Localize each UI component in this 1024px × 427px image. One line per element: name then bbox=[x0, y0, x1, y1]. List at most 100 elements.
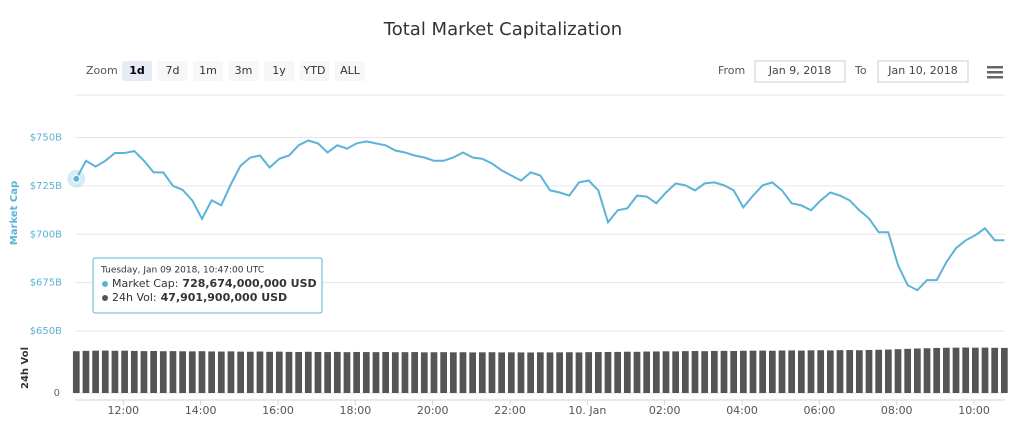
range-button[interactable] bbox=[264, 61, 294, 81]
volume-bar bbox=[585, 352, 593, 393]
range-button[interactable] bbox=[193, 61, 223, 81]
volume-bar bbox=[343, 352, 351, 393]
volume-bar bbox=[188, 351, 196, 393]
from-input[interactable] bbox=[754, 60, 846, 83]
volume-bar bbox=[652, 351, 660, 393]
volume-bar bbox=[227, 351, 235, 393]
range-button-label[interactable]: YTD bbox=[303, 64, 326, 77]
menu-bar[interactable] bbox=[987, 76, 1003, 79]
y-tick-label: $725B bbox=[30, 181, 62, 192]
volume-bar bbox=[208, 351, 215, 393]
volume-bar bbox=[198, 351, 206, 393]
volume-bar bbox=[430, 352, 438, 393]
tooltip-dot bbox=[102, 295, 108, 301]
volume-bar bbox=[246, 351, 254, 393]
volume-bar bbox=[527, 352, 535, 393]
volume-bar bbox=[101, 350, 109, 393]
volume-bar bbox=[681, 351, 689, 393]
x-tick-label: 12:00 bbox=[107, 404, 139, 417]
tooltip-item: Market Cap: 728,674,000,000 USD bbox=[112, 277, 317, 290]
range-button[interactable] bbox=[157, 61, 188, 81]
range-button[interactable] bbox=[299, 61, 330, 81]
volume-bar bbox=[159, 351, 167, 393]
range-button[interactable] bbox=[122, 61, 152, 81]
y-tick-label: $700B bbox=[30, 229, 62, 240]
volume-bar bbox=[662, 351, 670, 393]
volume-bar bbox=[420, 352, 428, 393]
range-button-label[interactable]: 7d bbox=[166, 64, 180, 77]
menu-bar[interactable] bbox=[987, 71, 1003, 74]
volume-bar bbox=[507, 352, 515, 393]
volume-bar bbox=[324, 352, 331, 393]
volume-bar bbox=[730, 351, 738, 393]
volume-bar bbox=[266, 351, 273, 393]
volume-bar bbox=[488, 352, 496, 393]
from-date[interactable]: Jan 9, 2018 bbox=[768, 64, 831, 77]
range-button[interactable] bbox=[335, 61, 365, 81]
range-button-label[interactable]: 1y bbox=[272, 64, 286, 77]
volume-bar bbox=[952, 347, 960, 393]
tooltip-value: 47,901,900,000 USD bbox=[161, 291, 288, 304]
volume-bar bbox=[865, 349, 873, 393]
volume-bar bbox=[836, 350, 844, 393]
volume-bar bbox=[643, 351, 651, 393]
volume-bar bbox=[942, 347, 950, 393]
volume-bar bbox=[440, 352, 448, 393]
menu-button[interactable] bbox=[987, 66, 1003, 79]
range-button-label[interactable]: 1d bbox=[129, 64, 145, 77]
volume-bar bbox=[353, 351, 360, 393]
x-tick-label: 02:00 bbox=[649, 404, 681, 417]
volume-bar bbox=[720, 350, 728, 393]
volume-bar bbox=[314, 351, 322, 393]
x-tick-label: 06:00 bbox=[804, 404, 836, 417]
volume-bar bbox=[846, 350, 854, 393]
y-tick-label: $675B bbox=[30, 278, 62, 289]
to-label: To bbox=[854, 64, 867, 77]
menu-bar[interactable] bbox=[987, 66, 1003, 69]
volume-bar bbox=[594, 352, 602, 393]
volume-bar bbox=[411, 352, 419, 393]
tooltip-label: Market Cap: bbox=[112, 277, 178, 290]
volume-bar bbox=[546, 352, 554, 393]
y2-tick-label: 0 bbox=[54, 388, 60, 399]
volume-bar bbox=[179, 351, 186, 393]
volume-bar bbox=[971, 347, 979, 393]
volume-bar bbox=[710, 350, 718, 393]
volume-bar bbox=[536, 352, 544, 393]
volume-bar bbox=[855, 350, 863, 393]
volume-bar bbox=[797, 350, 805, 393]
volume-bar bbox=[991, 347, 999, 393]
volume-bar bbox=[614, 351, 622, 393]
volume-bar bbox=[150, 351, 157, 393]
volume-bar bbox=[962, 347, 970, 393]
volume-bar bbox=[923, 348, 931, 393]
y-axis-title: Market Cap bbox=[9, 181, 20, 245]
volume-bar bbox=[623, 351, 631, 393]
line bbox=[75, 139, 1005, 292]
y2-axis-title: 24h Vol bbox=[20, 347, 31, 389]
x-tick-label: 08:00 bbox=[881, 404, 913, 417]
x-tick-label: 16:00 bbox=[262, 404, 294, 417]
tooltip-item: 24h Vol: 47,901,900,000 USD bbox=[112, 291, 287, 304]
y-tick-label: $750B bbox=[30, 133, 62, 144]
volume-bar bbox=[604, 351, 612, 393]
volume-bar bbox=[904, 348, 912, 393]
volume-bar bbox=[275, 351, 283, 393]
to-input[interactable] bbox=[877, 60, 969, 83]
to-date[interactable]: Jan 10, 2018 bbox=[887, 64, 957, 77]
volume-bar bbox=[672, 351, 680, 393]
hover-point bbox=[72, 174, 81, 183]
volume-bar bbox=[362, 352, 370, 393]
range-button-label[interactable]: 1m bbox=[199, 64, 217, 77]
volume-bar bbox=[691, 351, 699, 393]
volume-bar bbox=[633, 351, 641, 393]
range-button-label[interactable]: 3m bbox=[235, 64, 253, 77]
volume-bar bbox=[517, 352, 525, 393]
range-button-label[interactable]: ALL bbox=[340, 64, 361, 77]
volume-bar bbox=[391, 352, 399, 393]
volume-bar bbox=[739, 350, 747, 393]
range-button[interactable] bbox=[228, 61, 259, 81]
from-label: From bbox=[718, 64, 745, 77]
